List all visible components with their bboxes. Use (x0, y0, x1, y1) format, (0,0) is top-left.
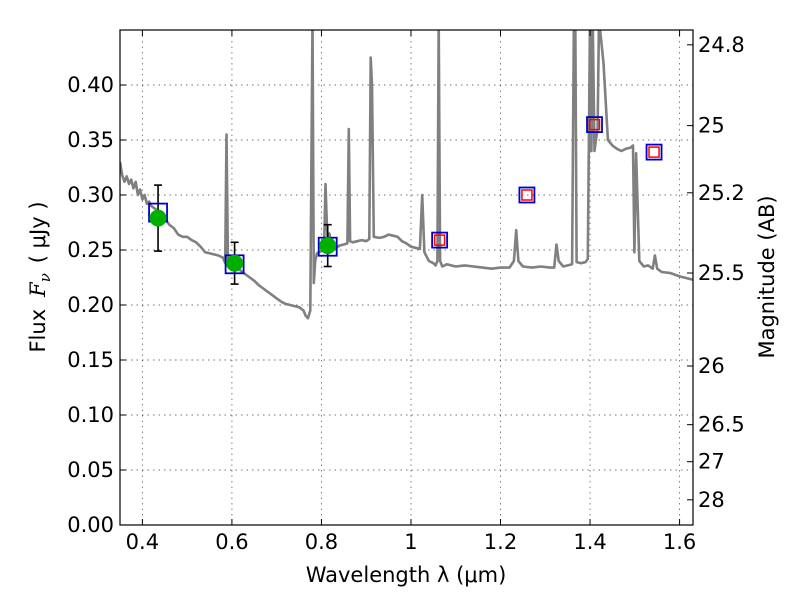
y-axis-label: Flux Fν ( μJy ) (26, 201, 54, 352)
observed-photometry-point (149, 209, 167, 227)
model-photometry-marker (586, 116, 603, 133)
y-tick-label: 0.15 (67, 348, 114, 372)
y2-tick-label: 26.5 (698, 413, 745, 437)
y-axis-label-subscript: ν (36, 273, 54, 282)
y-axis-label-prefix: Flux (26, 309, 50, 353)
x-tick-label: 0.4 (126, 530, 159, 554)
y-axis-label-units: ( μJy ) (26, 201, 50, 263)
predicted-photometry-marker (521, 189, 533, 201)
observed-photometry-point (226, 254, 244, 272)
y2-tick-label: 26 (698, 354, 725, 378)
marker-layer (148, 116, 663, 285)
y2-tick-label: 25.2 (698, 181, 745, 205)
y2-tick-label: 25 (698, 114, 725, 138)
y-tick-label: 0.30 (67, 183, 114, 207)
spectrum-line (120, 30, 693, 320)
predicted-photometry-marker (648, 146, 660, 158)
y-tick-label: 0.00 (67, 513, 114, 537)
y-axis-label-symbol: F (26, 281, 50, 298)
axes-ticks: 0.4 0.6 0.8 1 1.2 1.4 1.6 0.00 0.05 0.10 0.15 0.20 0… (67, 30, 745, 554)
y2-axis-label: Magnitude (AB) (755, 195, 779, 358)
y2-tick-label: 24.8 (698, 33, 745, 57)
x-tick-label: 1.4 (573, 530, 606, 554)
observed-photometry-point (319, 237, 337, 255)
y-tick-label: 0.35 (67, 128, 114, 152)
x-tick-label: 1.6 (663, 530, 696, 554)
x-tick-label: 0.8 (305, 530, 338, 554)
x-tick-label: 1.2 (484, 530, 517, 554)
y-tick-label: 0.10 (67, 403, 114, 427)
x-tick-label: 1 (404, 530, 417, 554)
y2-tick-label: 27 (698, 450, 725, 474)
y-tick-label: 0.20 (67, 293, 114, 317)
predicted-photometry-marker (433, 234, 446, 246)
plot-frame (119, 29, 694, 526)
y-tick-label: 0.05 (67, 458, 114, 482)
model-photometry-marker (645, 143, 663, 161)
y-tick-label: 0.40 (67, 73, 114, 97)
predicted-photometry-marker (588, 118, 601, 131)
y2-tick-label: 28 (698, 488, 725, 512)
plot-area (120, 30, 693, 320)
x-tick-label: 0.6 (215, 530, 248, 554)
y-tick-label: 0.25 (67, 238, 114, 262)
model-photometry-marker (431, 231, 449, 249)
y2-tick-label: 25.5 (698, 261, 745, 285)
model-photometry-marker (518, 186, 536, 204)
x-axis-label: Wavelength λ (μm) (306, 563, 507, 587)
